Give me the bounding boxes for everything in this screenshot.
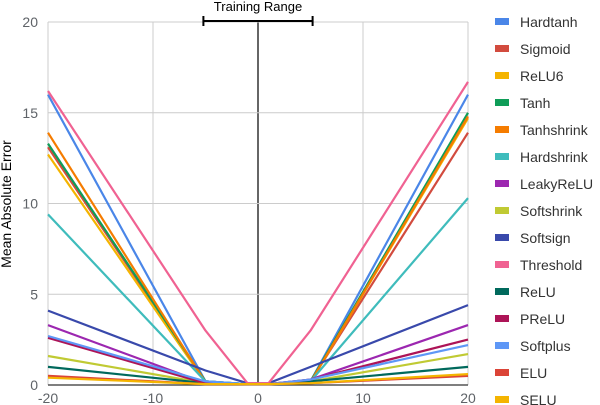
legend-label: ReLU: [520, 284, 556, 300]
y-tick-label: 20: [22, 14, 38, 30]
legend-swatch: [495, 396, 509, 403]
legend-swatch: [495, 126, 509, 133]
legend-label: Softshrink: [520, 203, 583, 219]
legend-swatch: [495, 72, 509, 79]
legend-swatch: [495, 234, 509, 241]
legend-swatch: [495, 342, 509, 349]
legend-swatch: [495, 99, 509, 106]
series-lines: [47, 81, 469, 386]
tick-labels: -20 -10 0 10 20 0 5 10 15 20: [22, 14, 476, 405]
legend-label: Tanh: [520, 95, 550, 111]
training-range-label: Training Range: [214, 0, 302, 14]
legend-swatch: [495, 288, 509, 295]
legend-label: Hardshrink: [520, 149, 589, 165]
legend-swatch: [495, 369, 509, 376]
x-tick-label: 0: [254, 390, 262, 405]
x-tick-label: -10: [143, 390, 163, 405]
y-tick-label: 10: [22, 196, 38, 212]
legend-swatch: [495, 180, 509, 187]
legend-swatch: [495, 18, 509, 25]
legend-label: PReLU: [520, 311, 565, 327]
legend-label: Threshold: [520, 257, 582, 273]
x-tick-label: 10: [355, 390, 371, 405]
legend-swatch: [495, 315, 509, 322]
legend-label: Softsign: [520, 230, 571, 246]
y-tick-label: 5: [30, 286, 38, 302]
legend-label: Sigmoid: [520, 41, 571, 57]
x-tick-label: 20: [460, 390, 476, 405]
legend-label: Tanhshrink: [520, 122, 589, 138]
y-axis-label: Mean Absolute Error: [0, 140, 14, 268]
legend-label: ELU: [520, 365, 547, 381]
legend-swatch: [495, 261, 509, 268]
legend-swatch: [495, 45, 509, 52]
y-tick-label: 0: [30, 377, 38, 393]
legend-swatch: [495, 153, 509, 160]
legend-label: Hardtanh: [520, 14, 578, 30]
legend-label: SELU: [520, 392, 557, 405]
legend-swatch: [495, 207, 509, 214]
legend-label: ReLU6: [520, 68, 564, 84]
legend-label: LeakyReLU: [520, 176, 593, 192]
y-tick-label: 15: [22, 105, 38, 121]
training-range-annotation: Training Range: [202, 0, 314, 26]
legend-label: Softplus: [520, 338, 571, 354]
legend: Hardtanh Sigmoid ReLU6 Tanh Tanhshrink Hardsh…: [495, 14, 593, 405]
x-tick-label: -20: [38, 390, 58, 405]
series-line-selu: [47, 373, 469, 386]
